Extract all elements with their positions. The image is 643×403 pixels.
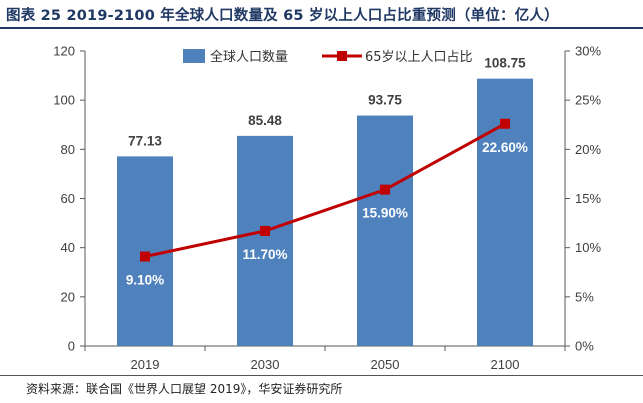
source-note: 资料来源：联合国《世界人口展望 2019》，华安证券研究所: [26, 382, 343, 396]
bar: [237, 135, 293, 346]
y-tick-label-left: 20: [61, 289, 75, 304]
line-series: [140, 118, 510, 262]
y-tick-label-left: 100: [53, 93, 75, 108]
y-tick-label-right: 10%: [575, 240, 601, 255]
line-marker: [260, 225, 270, 236]
line-value-label: 22.60%: [482, 140, 528, 155]
y-tick-label-left: 120: [53, 44, 75, 59]
title-rule: [0, 27, 643, 29]
y-tick-label-right: 15%: [575, 191, 601, 206]
x-tick-label: 2030: [251, 357, 280, 372]
line-marker: [380, 184, 390, 195]
y-tick-label-right: 25%: [575, 93, 601, 108]
bar: [477, 78, 533, 346]
chart-title: 图表 25 2019-2100 年全球人口数量及 65 岁以上人口占比重预测（单…: [6, 8, 559, 24]
legend-swatch-marker: [337, 51, 347, 61]
legend-swatch-population: [183, 49, 205, 63]
y-tick-label-left: 0: [68, 339, 75, 354]
line-labels: 9.10% 11.70% 15.90% 22.60%: [126, 140, 528, 288]
bar-value-label: 93.75: [368, 93, 402, 108]
x-tick-label: 2100: [491, 357, 520, 372]
line-marker: [500, 118, 510, 129]
bar: [357, 115, 413, 346]
line-path: [144, 122, 506, 258]
bar-value-label: 85.48: [248, 113, 282, 128]
chart: 0 20 40 60 80 100 120 0% 5% 10% 15% 20% 25% 30% 2019 20…: [53, 44, 601, 373]
legend-label-population: 全球人口数量: [210, 49, 288, 65]
legend-label-share: 65岁以上人口占比: [365, 50, 473, 65]
footer-rule: [0, 375, 643, 376]
line-value-label: 15.90%: [362, 206, 408, 221]
y-tick-label-left: 60: [61, 191, 75, 206]
y-tick-label-left: 80: [61, 142, 75, 157]
y-tick-label-right: 0%: [575, 339, 594, 354]
axes: 0 20 40 60 80 100 120 0% 5% 10% 15% 20% 25% 30% 2019 20…: [53, 44, 601, 373]
legend: 全球人口数量 65岁以上人口占比: [183, 49, 473, 65]
bar-series: [117, 78, 533, 346]
line-value-label: 9.10%: [126, 273, 164, 288]
x-tick-label: 2019: [131, 357, 160, 372]
y-tick-label-right: 5%: [575, 289, 594, 304]
bar-value-label: 77.13: [128, 133, 162, 148]
y-tick-label-left: 40: [61, 240, 75, 255]
y-tick-label-right: 30%: [575, 44, 601, 59]
line-value-label: 11.70%: [242, 247, 287, 262]
bar-value-label: 108.75: [484, 56, 526, 71]
line-marker: [140, 251, 150, 262]
y-tick-label-right: 20%: [575, 142, 601, 157]
bar-labels: 77.13 85.48 93.75 108.75: [128, 56, 526, 149]
x-tick-label: 2050: [371, 357, 400, 372]
